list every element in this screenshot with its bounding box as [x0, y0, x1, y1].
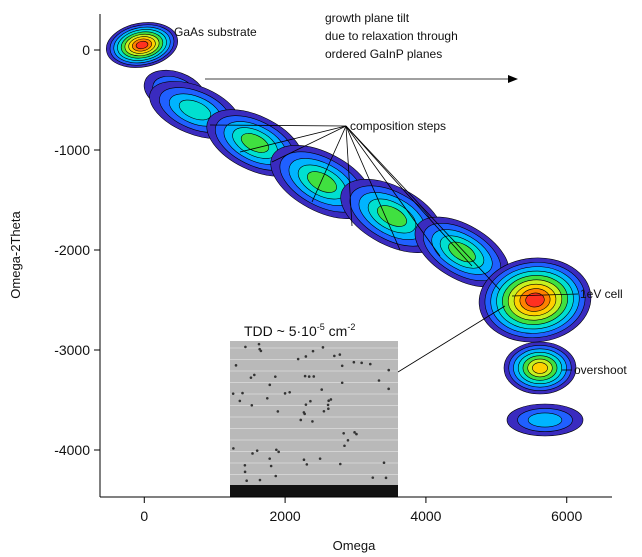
x-tick-label: 0: [140, 508, 148, 524]
inset-defect: [299, 419, 302, 422]
inset-defect: [383, 461, 386, 464]
inset-defect: [309, 400, 312, 403]
inset-defect: [297, 358, 300, 361]
inset-defect: [305, 403, 308, 406]
inset-defect: [327, 407, 330, 410]
annotation: 1eV cell: [580, 287, 623, 301]
inset-defect: [239, 400, 242, 403]
inset-defect: [308, 375, 311, 378]
x-tick-label: 4000: [410, 508, 441, 524]
inset-defect: [312, 375, 315, 378]
y-axis-label: Omega-2Theta: [8, 211, 23, 299]
inset-defect: [250, 376, 253, 379]
contour-level: [528, 413, 562, 427]
y-tick-label: -4000: [54, 442, 90, 458]
inset-title: TDD ~ 5·10-5 cm-2: [244, 322, 355, 339]
inset-defect: [385, 477, 388, 480]
inset-defect: [371, 476, 374, 479]
inset-defect: [270, 465, 273, 468]
y-tick-label: 0: [82, 42, 90, 58]
inset-title-exp: -5: [317, 322, 325, 332]
inset-defect: [258, 348, 261, 351]
inset-defect: [347, 439, 350, 442]
annotation: due to relaxation through: [325, 29, 458, 43]
inset-defect: [277, 451, 280, 454]
inset-defect: [232, 447, 235, 450]
inset-defect: [235, 364, 238, 367]
inset-defect: [232, 392, 235, 395]
inset-defect: [330, 398, 333, 401]
inset-defect: [387, 388, 390, 391]
inset-defect: [274, 475, 277, 478]
leader-line: [398, 306, 505, 372]
arrow-head: [508, 75, 518, 83]
contour-level: [532, 363, 547, 374]
inset-defect: [327, 404, 330, 407]
x-axis-label: Omega: [333, 538, 376, 553]
inset-defect: [378, 379, 381, 382]
inset-defect: [268, 384, 271, 387]
inset-defect: [288, 391, 291, 394]
inset-footer: [230, 485, 398, 497]
inset-defect: [333, 355, 336, 358]
inset-defect: [244, 464, 247, 467]
inset-defect: [274, 375, 277, 378]
inset-defect: [305, 355, 308, 358]
inset-defect: [341, 365, 344, 368]
inset-defect: [353, 431, 356, 434]
inset-defect: [256, 449, 259, 452]
inset-defect: [306, 463, 309, 466]
inset-defect: [241, 392, 244, 395]
inset-defect: [277, 410, 280, 413]
inset-defect: [311, 420, 314, 423]
annotation: ordered GaInP planes: [325, 47, 442, 61]
inset-defect: [266, 397, 269, 400]
inset-defect: [275, 448, 278, 451]
inset-image: [230, 341, 398, 497]
inset-defect: [341, 381, 344, 384]
inset-defect: [322, 346, 325, 349]
inset-defect: [342, 432, 345, 435]
inset-defect: [304, 375, 307, 378]
inset-title-unit-exp: -2: [347, 322, 355, 332]
annotation: growth plane tilt: [325, 11, 410, 25]
inset-defect: [253, 374, 256, 377]
inset-defect: [258, 343, 261, 346]
inset-defect: [320, 388, 323, 391]
inset-defect: [369, 363, 372, 366]
inset-defect: [319, 457, 322, 460]
y-tick-label: -3000: [54, 342, 90, 358]
inset-defect: [339, 353, 342, 356]
x-tick-label: 6000: [551, 508, 582, 524]
inset-title-unit: cm: [325, 323, 348, 339]
y-tick-label: -2000: [54, 242, 90, 258]
inset-defect: [244, 346, 247, 349]
inset-defect: [339, 463, 342, 466]
inset-defect: [268, 457, 271, 460]
inset-defect: [323, 410, 326, 413]
inset-defect: [343, 444, 346, 447]
inset-defect: [251, 404, 254, 407]
chart: Omega Omega-2Theta TDD ~ 5·10-5 cm-2 0 20…: [0, 0, 642, 557]
inset-defect: [259, 479, 262, 482]
annotation: overshoot: [574, 363, 627, 377]
inset-defect: [245, 479, 248, 482]
inset-defect: [360, 362, 363, 365]
inset-defect: [312, 350, 315, 353]
inset-defect: [303, 458, 306, 461]
inset-title-text: TDD ~ 5·10: [244, 323, 317, 339]
inset-defect: [387, 369, 390, 372]
inset-defect: [251, 452, 254, 455]
inset-defect: [327, 399, 330, 402]
annotation: composition steps: [350, 119, 446, 133]
sem-inset: [230, 341, 398, 497]
inset-defect: [353, 361, 356, 364]
inset-defect: [284, 392, 287, 395]
y-tick-label: -1000: [54, 142, 90, 158]
x-tick-label: 2000: [270, 508, 301, 524]
inset-defect: [244, 471, 247, 474]
annotation: GaAs substrate: [174, 25, 257, 39]
inset-defect: [303, 411, 306, 414]
